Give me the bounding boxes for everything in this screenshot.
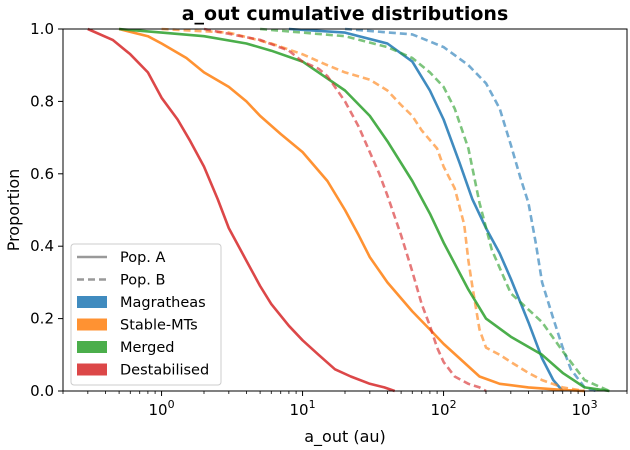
stable-mts-pop-a-line bbox=[118, 27, 585, 393]
x-axis-label: a_out (au) bbox=[304, 427, 386, 447]
chart-title: a_out cumulative distributions bbox=[182, 3, 509, 25]
series-layer bbox=[87, 27, 610, 393]
y-tick-label: 0.6 bbox=[30, 165, 54, 183]
magratheas-pop-b-line bbox=[344, 27, 597, 393]
x-tick-label: 100 bbox=[149, 398, 175, 419]
y-tick-label: 0.2 bbox=[30, 310, 54, 328]
destabilised-pop-b-line bbox=[203, 27, 487, 393]
y-tick-label: 0.4 bbox=[30, 237, 54, 255]
stable-mts-pop-b-line bbox=[161, 27, 585, 393]
legend-color-swatch bbox=[77, 296, 107, 308]
y-tick-label: 1.0 bbox=[30, 20, 54, 38]
x-tick-label: 101 bbox=[290, 398, 316, 419]
legend-color-swatch bbox=[77, 363, 107, 376]
legend-label: Merged bbox=[120, 340, 174, 356]
legend-box bbox=[70, 243, 222, 386]
y-axis: 0.0 0.2 0.4 0.6 0.8 1.0 bbox=[30, 20, 63, 400]
legend-label: Pop. A bbox=[120, 250, 166, 266]
destabilised-pop-a-line bbox=[87, 27, 396, 393]
magratheas-pop-a-line bbox=[288, 27, 564, 392]
y-tick-label: 0.0 bbox=[30, 382, 54, 400]
legend-label: Pop. B bbox=[120, 273, 165, 289]
x-axis: 100 101 102 103 bbox=[62, 391, 628, 419]
legend-label: Stable-MTs bbox=[120, 318, 198, 334]
x-tick-label: 102 bbox=[431, 398, 457, 419]
legend-label: Magratheas bbox=[120, 295, 206, 311]
merged-pop-b-line bbox=[259, 27, 610, 393]
merged-pop-a-line bbox=[118, 27, 610, 393]
legend-color-swatch bbox=[77, 318, 107, 331]
y-tick-label: 0.8 bbox=[30, 92, 54, 110]
y-axis-label: Proportion bbox=[4, 169, 23, 252]
legend-label: Destabilised bbox=[120, 363, 209, 379]
legend-color-swatch bbox=[77, 341, 107, 353]
x-tick-label: 103 bbox=[572, 398, 598, 419]
legend: Pop. A Pop. B Magratheas Stable-MTs Merged De… bbox=[70, 243, 222, 386]
